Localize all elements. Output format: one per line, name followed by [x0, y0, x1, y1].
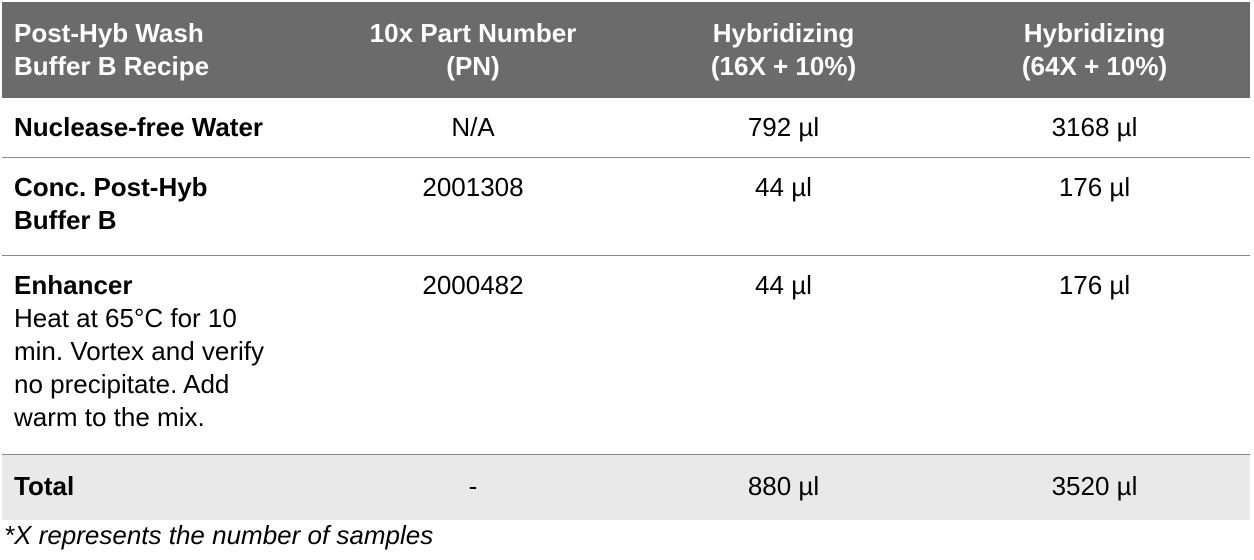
row-pn-cell: 2000482: [318, 255, 628, 455]
reagent-name: Nuclease-free Water: [14, 112, 264, 142]
row-16x-cell: 792 µl: [628, 98, 939, 158]
table-row: Nuclease-free Water N/A 792 µl 3168 µl: [2, 98, 1250, 158]
total-row: Total - 880 µl 3520 µl: [2, 454, 1250, 520]
reagent-name: Enhancer: [14, 270, 133, 300]
row-pn-cell: 2001308: [318, 157, 628, 256]
row-reagent-cell: Nuclease-free Water: [2, 98, 318, 158]
row-64x-cell: 176 µl: [939, 255, 1250, 455]
table-header: Post-Hyb Wash Buffer B Recipe 10x Part N…: [2, 2, 1250, 98]
reagent-note: no precipitate. Add: [14, 369, 230, 399]
reagent-name: Buffer B: [14, 205, 117, 235]
header-part-number: 10x Part Number (PN): [318, 2, 628, 98]
header-recipe: Post-Hyb Wash Buffer B Recipe: [2, 2, 318, 98]
row-pn-cell: N/A: [318, 98, 628, 158]
table-body: Nuclease-free Water N/A 792 µl 3168 µl C…: [2, 98, 1250, 520]
row-reagent-cell: Enhancer Heat at 65°C for 10 min. Vortex…: [2, 255, 318, 455]
row-16x-cell: 44 µl: [628, 255, 939, 455]
total-pn-cell: -: [318, 454, 628, 520]
reagent-note: min. Vortex and verify: [14, 336, 264, 366]
header-hyb-16x: Hybridizing (16X + 10%): [628, 2, 939, 98]
header-hyb-64x: Hybridizing (64X + 10%): [939, 2, 1250, 98]
reagent-note: Heat at 65°C for 10: [14, 303, 237, 333]
total-label: Total: [2, 454, 318, 520]
reagent-note: warm to the mix.: [14, 402, 205, 432]
header-row: Post-Hyb Wash Buffer B Recipe 10x Part N…: [2, 2, 1250, 98]
table-row: Conc. Post-Hyb Buffer B 2001308 44 µl 17…: [2, 157, 1250, 256]
reagent-name: Conc. Post-Hyb: [14, 172, 208, 202]
row-64x-cell: 3168 µl: [939, 98, 1250, 158]
row-reagent-cell: Conc. Post-Hyb Buffer B: [2, 157, 318, 256]
total-16x-cell: 880 µl: [628, 454, 939, 520]
row-64x-cell: 176 µl: [939, 157, 1250, 256]
footnote: *X represents the number of samples: [4, 520, 434, 550]
table-row: Enhancer Heat at 65°C for 10 min. Vortex…: [2, 255, 1250, 455]
row-16x-cell: 44 µl: [628, 157, 939, 256]
recipe-table: Post-Hyb Wash Buffer B Recipe 10x Part N…: [2, 2, 1250, 520]
total-64x-cell: 3520 µl: [939, 454, 1250, 520]
